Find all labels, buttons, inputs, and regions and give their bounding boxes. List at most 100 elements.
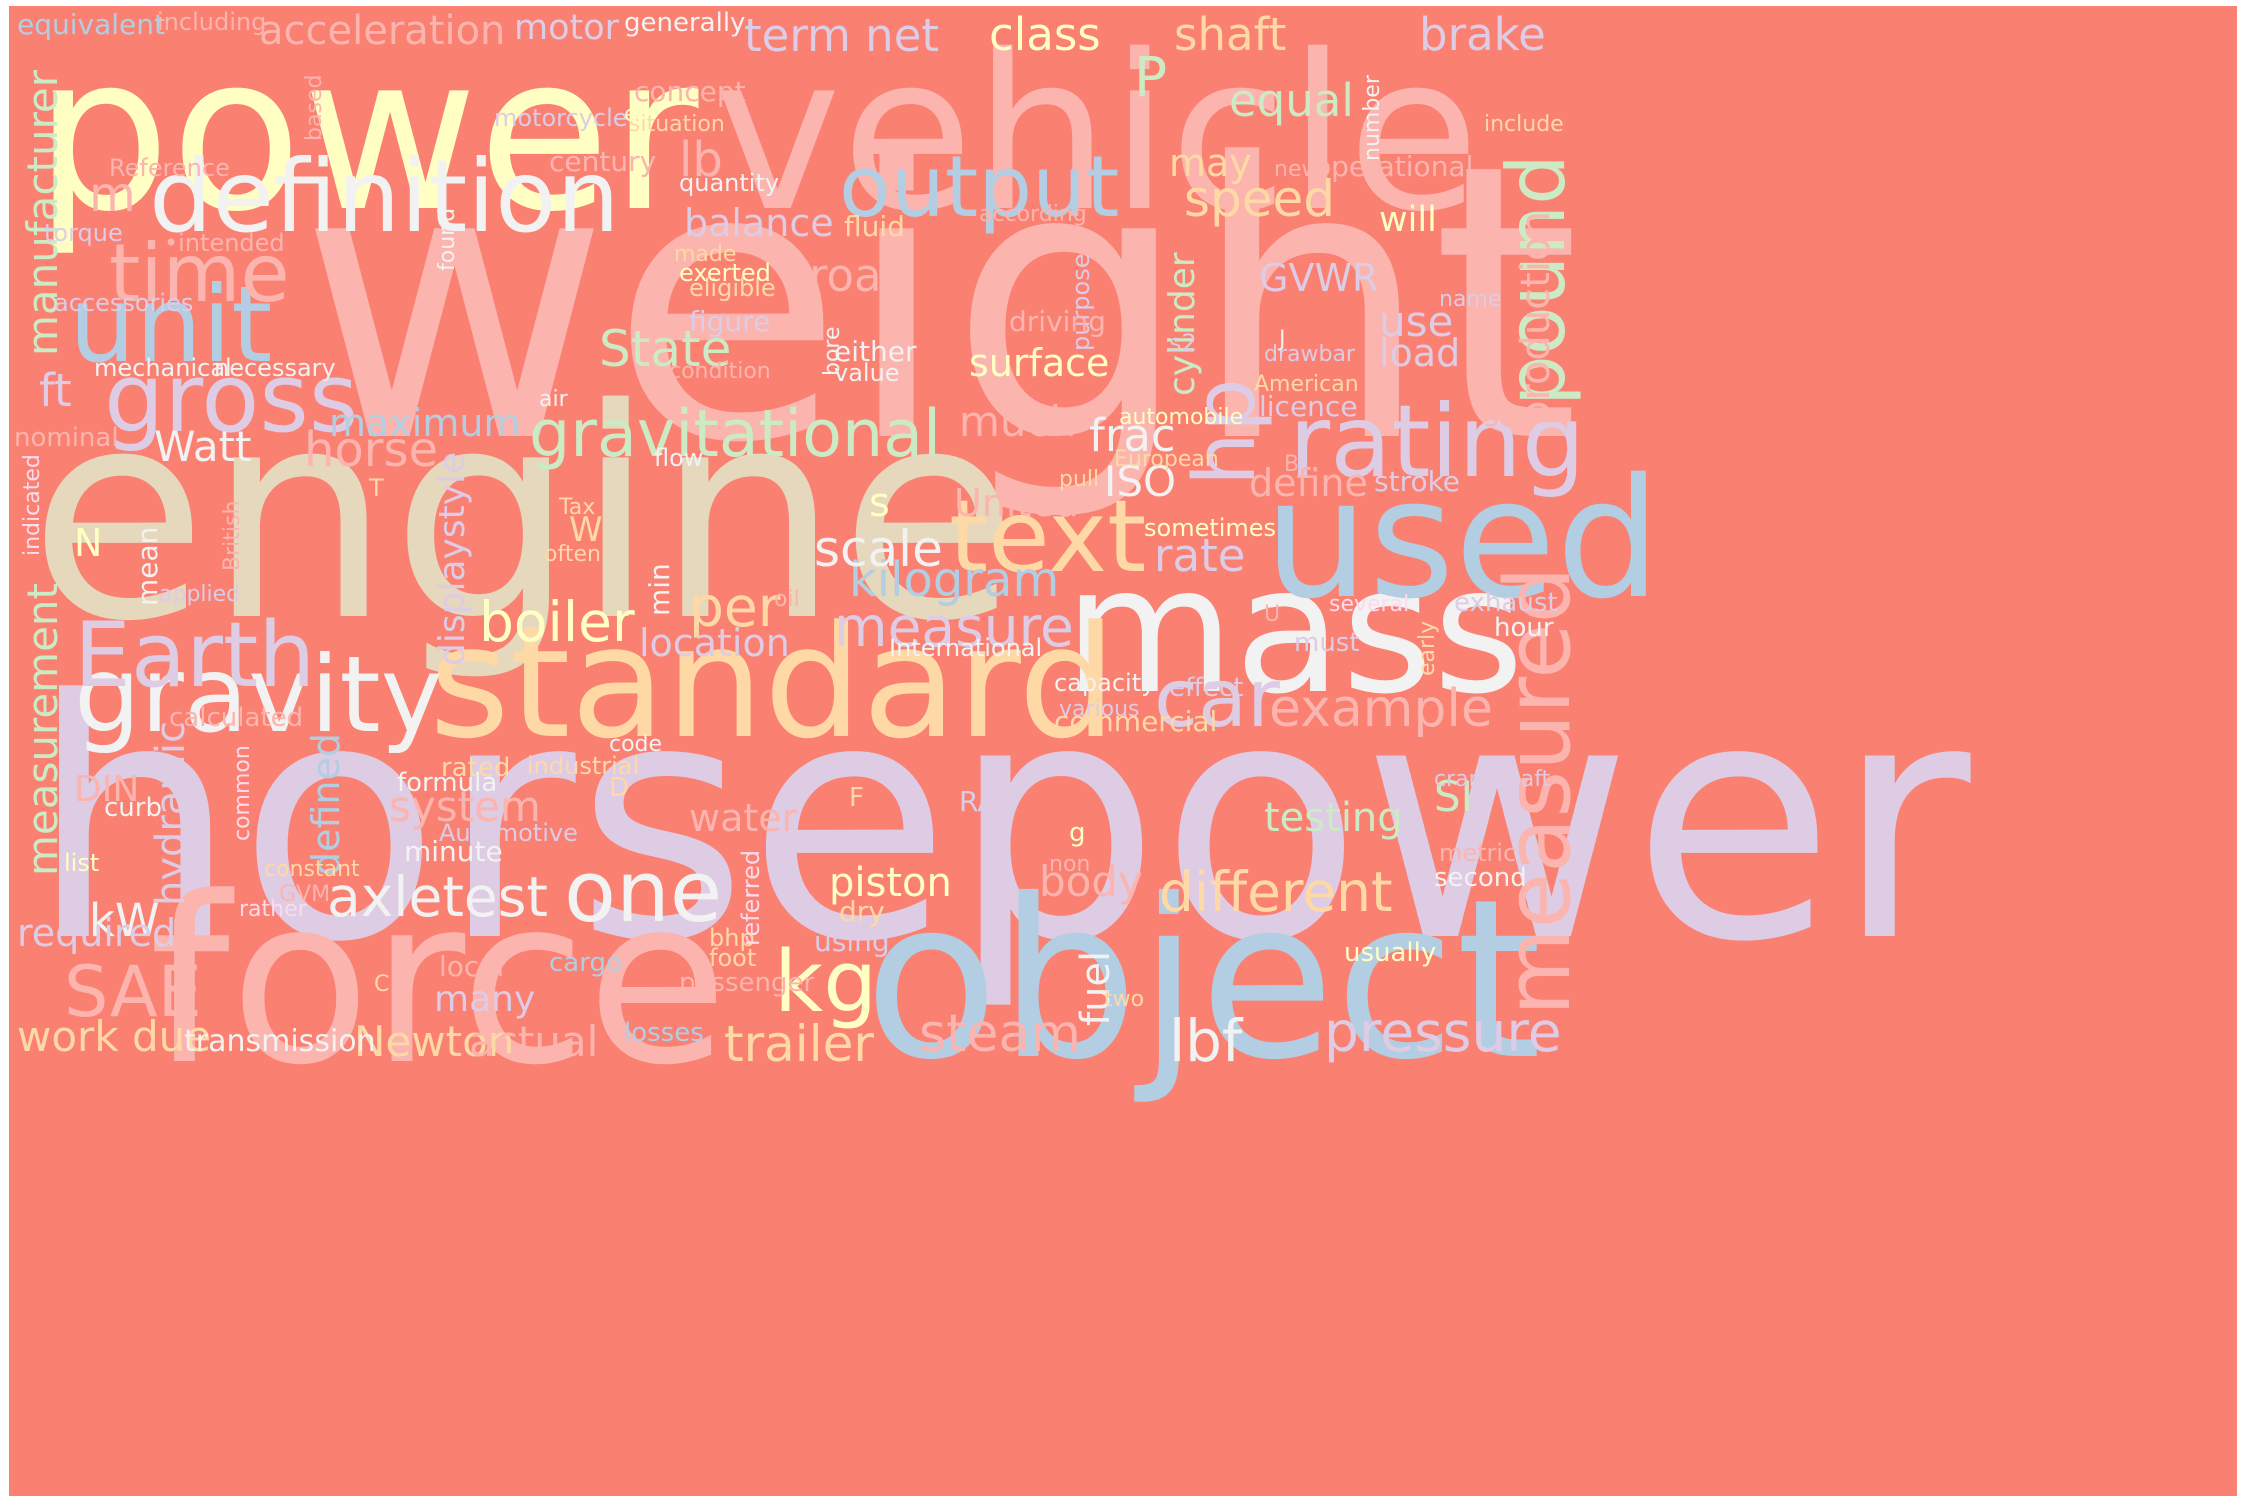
word-weight: weight: [299, 83, 1580, 526]
word-balance: balance: [684, 201, 834, 245]
word-e: e: [624, 102, 638, 127]
word-must: must: [1294, 628, 1360, 658]
word-list: list: [64, 849, 99, 877]
word-early: early: [1415, 621, 1440, 676]
word-dry: dry: [839, 895, 885, 928]
word-new: new: [1274, 157, 1319, 182]
word-hydraulic: hydraulic: [148, 721, 194, 906]
word-two: two: [1104, 987, 1144, 1012]
word-j: J: [1277, 327, 1286, 352]
word-capacity: capacity: [1054, 669, 1155, 697]
word-manufacturer: manufacturer: [18, 69, 67, 356]
word-din: DIN: [74, 769, 139, 810]
word-condition: condition: [669, 359, 771, 384]
word-per: per: [689, 575, 781, 639]
word-maximum: maximum: [329, 401, 520, 445]
word-s2: s2: [1169, 329, 1197, 357]
word-pull: pull: [1059, 467, 1099, 492]
word-gravitational: gravitational: [529, 397, 941, 472]
word-location: location: [639, 621, 790, 665]
word-local: local: [439, 950, 504, 983]
word-ft: ft: [39, 364, 72, 417]
word-rac: RAC: [959, 785, 1016, 818]
word-newton: Newton: [354, 1017, 514, 1066]
word-operational: operational: [1314, 150, 1473, 183]
word-oil: oil: [774, 587, 800, 612]
word-eligible: eligible: [689, 274, 776, 302]
word-c: C: [374, 972, 389, 997]
word-time: time: [109, 227, 290, 320]
word-p: P: [1134, 45, 1167, 109]
word-used: used: [1264, 443, 1661, 635]
word-acceleration: acceleration: [259, 8, 505, 54]
word-unit: unit: [69, 264, 272, 386]
word-according: according: [979, 202, 1087, 227]
word-hour: hour: [1494, 613, 1554, 643]
word-based: based: [302, 75, 327, 141]
word-d: D: [609, 773, 629, 803]
word-object: object: [864, 852, 1542, 1108]
word-passenger: passenger: [679, 968, 815, 998]
word-example: example: [1269, 679, 1493, 739]
word-referred: referred: [737, 850, 765, 946]
word-watt: Watt: [154, 422, 252, 471]
word-concept: concept: [634, 75, 746, 108]
word-mechanical: mechanical: [94, 354, 232, 382]
word-including: including: [157, 8, 266, 36]
word-kg: kg: [774, 933, 877, 1032]
word-see: see: [1484, 400, 1533, 433]
word-bhp: bhp: [709, 924, 755, 952]
word-required: required: [17, 911, 176, 955]
word-scale: scale: [814, 520, 943, 578]
word-constant: constant: [264, 857, 360, 882]
word-either: either: [834, 335, 917, 368]
word-nominal: nominal: [14, 423, 119, 453]
word-bore: bore: [820, 326, 845, 376]
word-kilogram: kilogram: [849, 552, 1059, 608]
word-class: class: [989, 8, 1101, 61]
word-automotive: Automotive: [439, 819, 578, 847]
word-system: system: [389, 782, 541, 831]
word-licence: licence: [1259, 390, 1358, 423]
word-rated: rated: [441, 753, 510, 783]
word-define: define: [1249, 461, 1368, 505]
word-one: one: [564, 843, 722, 942]
word-m: m: [89, 167, 136, 223]
word-cylinder: cylinder: [1162, 252, 1203, 396]
word-f: F: [849, 783, 864, 813]
word-standard: standard: [429, 592, 1117, 773]
word-cloud-frame: weight horsepower engine power vehicle force o…: [9, 6, 2237, 1496]
word-calculated: calculated: [169, 703, 303, 733]
word-include: include: [1484, 112, 1564, 137]
word-stroke: stroke: [1374, 465, 1460, 498]
word-fluid: fluid: [844, 210, 905, 243]
word-hp: hp: [1176, 378, 1275, 486]
word-equal: equal: [1229, 74, 1354, 127]
word-defined: defined: [304, 733, 348, 876]
word-testing: testing: [1264, 795, 1403, 841]
word-mean: mean: [131, 527, 164, 606]
word-will: will: [1379, 200, 1437, 240]
word-made: made: [674, 242, 736, 267]
word-pound: pound: [1490, 154, 1583, 406]
word-effect: effect: [1169, 673, 1243, 703]
word-fuel: fuel: [1073, 951, 1119, 1026]
word-vehicle: vehicle: [714, 8, 1480, 259]
word-term-net: term net: [744, 9, 939, 62]
word-flow: flow: [654, 444, 703, 472]
word-boiler: boiler: [479, 590, 635, 654]
word-speed: speed: [1184, 170, 1335, 228]
word-often: often: [544, 542, 601, 567]
word-measurement: measurement: [18, 583, 67, 876]
word-indicated: indicated: [20, 454, 45, 556]
word-kw: kW: [89, 894, 160, 947]
word-car: car: [1154, 652, 1280, 745]
word-engine: engine: [29, 348, 1018, 685]
word-water: water: [689, 796, 798, 840]
word-state: State: [599, 320, 731, 378]
word-intended: •intended: [164, 229, 285, 257]
word-quantity: quantity: [679, 169, 779, 197]
word-use: use: [1379, 297, 1453, 346]
word-industrial: industrial: [527, 752, 639, 780]
